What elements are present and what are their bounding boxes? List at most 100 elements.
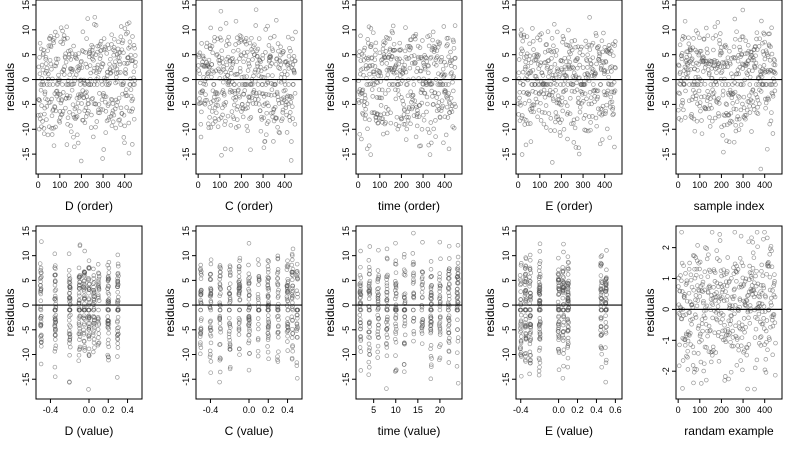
data-point <box>379 57 384 63</box>
data-point <box>385 72 391 77</box>
data-point <box>390 54 395 60</box>
data-point <box>371 30 376 35</box>
data-point <box>453 104 458 109</box>
data-point <box>47 57 53 63</box>
data-point <box>429 140 434 146</box>
y-tick-label: 10 <box>181 251 191 261</box>
data-point <box>114 66 120 72</box>
data-point <box>384 277 389 282</box>
data-point <box>265 335 271 340</box>
data-point <box>393 279 398 284</box>
data-point <box>686 67 691 72</box>
data-point <box>201 81 207 87</box>
data-point <box>76 290 82 296</box>
data-point <box>105 290 111 295</box>
data-point <box>295 307 300 313</box>
data-point <box>700 279 706 285</box>
x-tick-label: 0.4 <box>281 405 294 415</box>
data-point <box>211 82 217 87</box>
data-point <box>255 46 261 52</box>
data-point <box>96 107 101 113</box>
data-point <box>708 82 714 87</box>
data-point <box>86 353 92 358</box>
data-point <box>259 114 264 120</box>
data-point <box>442 114 448 120</box>
data-point <box>49 96 55 102</box>
data-point <box>359 136 364 142</box>
y-tick-label: -5 <box>501 100 511 108</box>
data-point <box>570 82 576 87</box>
data-point <box>106 330 111 336</box>
data-point <box>731 44 737 50</box>
data-point <box>375 276 381 281</box>
data-point <box>375 121 381 126</box>
data-point <box>690 45 695 50</box>
data-point <box>610 41 616 47</box>
data-point <box>265 282 271 288</box>
data-point <box>65 35 70 41</box>
data-point <box>705 333 710 339</box>
data-point <box>290 285 295 291</box>
data-point <box>77 337 82 342</box>
data-point <box>419 56 425 62</box>
data-point <box>419 290 425 295</box>
data-point <box>218 70 223 75</box>
data-point <box>124 105 129 110</box>
data-point <box>105 283 111 288</box>
data-point <box>455 267 461 273</box>
data-point <box>547 70 552 75</box>
data-point <box>602 68 608 73</box>
data-point <box>388 56 394 62</box>
data-point <box>375 332 380 337</box>
data-point <box>384 76 389 81</box>
y-tick-label: 15 <box>661 0 671 10</box>
data-point <box>121 112 127 118</box>
data-point <box>537 261 542 266</box>
data-point <box>107 80 113 86</box>
data-point <box>733 55 738 60</box>
data-point <box>691 116 697 122</box>
data-point <box>209 74 214 80</box>
data-point <box>385 36 390 41</box>
data-point <box>358 248 363 254</box>
data-point <box>440 66 446 72</box>
data-point <box>237 65 243 71</box>
data-point <box>132 63 138 69</box>
data-point <box>86 276 91 282</box>
data-point <box>383 120 388 125</box>
data-point <box>210 121 216 126</box>
data-point <box>212 105 218 111</box>
data-point <box>723 42 728 48</box>
data-point <box>203 82 208 87</box>
data-point <box>428 274 433 280</box>
data-point <box>676 107 681 113</box>
data-point <box>750 240 756 245</box>
data-point <box>64 24 69 30</box>
data-point <box>707 115 712 120</box>
data-point <box>95 262 101 267</box>
data-point <box>569 38 575 44</box>
data-point <box>100 156 105 161</box>
data-point <box>446 286 451 291</box>
data-point <box>262 138 268 144</box>
data-point <box>77 285 82 291</box>
data-point <box>455 280 461 285</box>
data-point <box>52 251 58 257</box>
data-point <box>561 241 566 247</box>
data-point <box>84 36 89 41</box>
data-point <box>747 74 753 80</box>
data-point <box>405 82 410 87</box>
data-point <box>600 137 605 142</box>
data-point <box>678 69 683 75</box>
data-point <box>367 282 372 287</box>
data-point <box>270 82 276 87</box>
data-point <box>254 93 259 99</box>
data-point <box>275 256 281 262</box>
y-tick-label: -5 <box>21 326 31 334</box>
data-point <box>226 286 232 291</box>
data-point <box>38 270 44 276</box>
data-point <box>203 76 209 82</box>
data-point <box>128 76 133 82</box>
data-point <box>284 296 290 302</box>
data-point <box>244 74 249 79</box>
